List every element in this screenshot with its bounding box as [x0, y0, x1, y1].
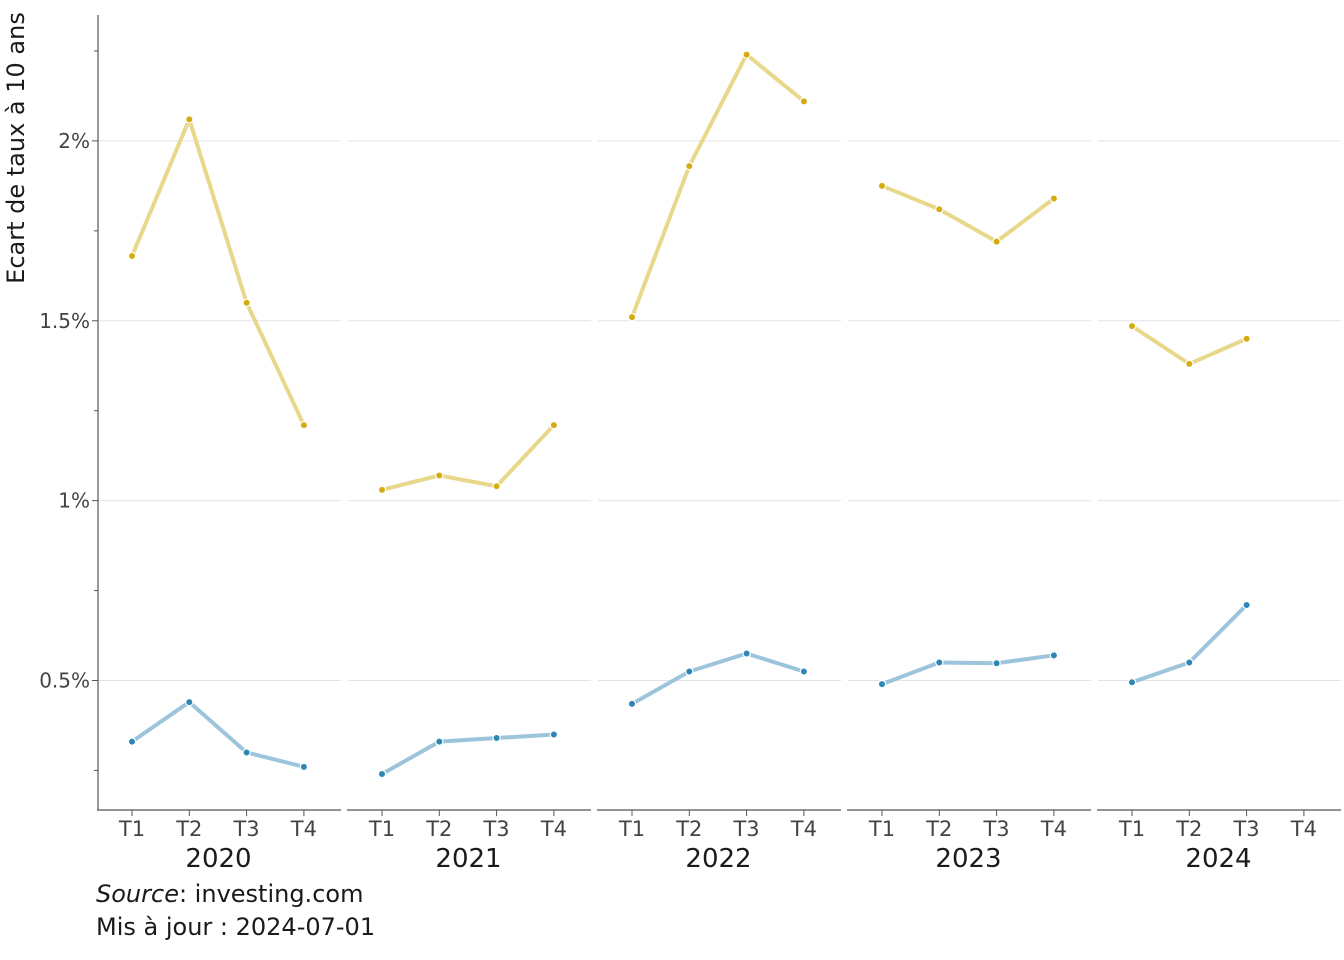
- data-point: [377, 485, 387, 495]
- x-tick-label: T1: [868, 817, 895, 841]
- series-line: [130, 700, 306, 769]
- series-line: [630, 651, 806, 706]
- series-line: [380, 732, 556, 777]
- x-tick-label: T3: [1232, 817, 1259, 841]
- y-tick-label: 1.5%: [39, 309, 90, 333]
- data-point: [1185, 658, 1194, 667]
- x-tick-label: T1: [118, 817, 145, 841]
- data-point: [685, 161, 694, 171]
- data-point: [799, 667, 809, 676]
- series-line: [1130, 602, 1249, 685]
- series-lines: [127, 50, 1251, 779]
- x-tick-label: T3: [482, 817, 509, 841]
- data-point: [1049, 194, 1059, 203]
- data-point: [877, 181, 887, 191]
- data-point: [299, 762, 309, 772]
- panel-year-label: 2023: [935, 844, 1001, 874]
- x-tick-label: T1: [368, 817, 395, 841]
- y-axis-label: Ecart de taux à 10 ans: [2, 12, 30, 284]
- data-point: [492, 733, 501, 743]
- series-line: [130, 117, 306, 428]
- x-tick-label: T4: [290, 817, 317, 841]
- series-line: [880, 653, 1056, 687]
- y-tick-label: 0.5%: [39, 668, 90, 692]
- panel-year-label: 2021: [435, 844, 501, 874]
- data-point: [377, 769, 387, 779]
- data-point: [127, 251, 137, 261]
- data-point: [435, 471, 444, 480]
- data-point: [1242, 600, 1251, 610]
- x-tick-label: T4: [1290, 817, 1317, 841]
- data-point: [242, 748, 251, 757]
- data-point: [1242, 334, 1251, 343]
- grid-lines: [98, 140, 1341, 681]
- panel-year-label: 2024: [1185, 844, 1251, 874]
- y-tick-label: 2%: [58, 129, 90, 153]
- x-tick-label: T2: [175, 817, 202, 841]
- source-value: : investing.com: [178, 880, 364, 908]
- panel-year-label: 2022: [685, 844, 751, 874]
- data-point: [992, 237, 1001, 246]
- data-point: [627, 699, 637, 709]
- data-point: [185, 115, 194, 124]
- panel-year-label: 2020: [185, 844, 251, 874]
- x-tick-label: T2: [675, 817, 702, 841]
- series-line: [380, 423, 556, 492]
- series-line: [1130, 324, 1249, 366]
- data-point: [1049, 651, 1059, 660]
- updated-caption: Mis à jour : 2024-07-01: [96, 913, 376, 941]
- data-point: [1127, 321, 1137, 331]
- x-tick-label: T2: [1175, 817, 1202, 841]
- data-point: [685, 667, 694, 676]
- x-tick-label: T1: [1118, 817, 1145, 841]
- source-label: Source: [96, 880, 179, 908]
- y-tick-label: 1%: [58, 489, 90, 513]
- x-tick-label: T3: [232, 817, 259, 841]
- x-tick-label: T2: [425, 817, 452, 841]
- data-point: [935, 205, 944, 214]
- data-point: [799, 97, 809, 106]
- data-point: [549, 420, 559, 430]
- x-tick-label: T4: [540, 817, 567, 841]
- x-tick-label: T2: [925, 817, 952, 841]
- x-tick-label: T3: [982, 817, 1009, 841]
- data-point: [742, 649, 751, 658]
- data-point: [1185, 359, 1194, 369]
- data-point: [299, 420, 309, 430]
- source-caption: Source: investing.com: [96, 880, 363, 908]
- data-point: [492, 482, 501, 491]
- x-tick-label: T4: [790, 817, 817, 841]
- data-point: [935, 658, 944, 667]
- data-point: [549, 730, 559, 739]
- axes: T1 T2 T3 T4 2020 T1 T2 T3 T4 2021 T1 T2 T3 T4 2022 T1 T2…: [39, 15, 1341, 874]
- data-point: [992, 659, 1001, 668]
- data-point: [742, 50, 751, 59]
- series-line: [630, 52, 806, 320]
- data-point: [877, 679, 887, 689]
- data-point: [127, 737, 137, 746]
- x-tick-label: T3: [732, 817, 759, 841]
- data-point: [185, 697, 194, 707]
- data-point: [1127, 678, 1137, 687]
- x-tick-label: T4: [1040, 817, 1067, 841]
- data-point: [435, 737, 444, 746]
- series-line: [880, 183, 1056, 244]
- data-point: [242, 298, 251, 307]
- data-point: [627, 312, 637, 322]
- x-tick-label: T1: [618, 817, 645, 841]
